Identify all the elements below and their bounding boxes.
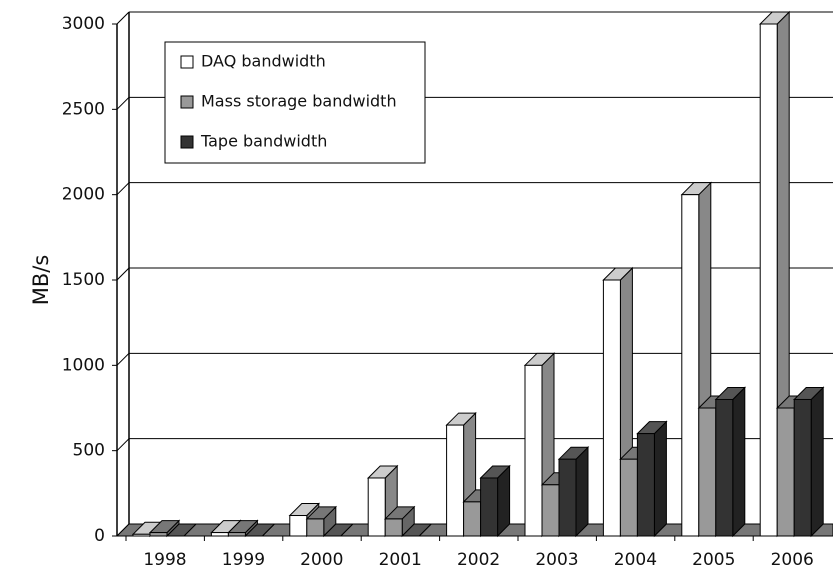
legend-swatch [180, 55, 194, 69]
bar [463, 501, 482, 537]
bar [558, 458, 577, 537]
grid-line [116, 11, 130, 25]
bar [227, 532, 246, 537]
bar-side [810, 386, 824, 538]
x-tick-label: 2006 [771, 550, 814, 570]
grid-line [116, 267, 130, 281]
x-tick-label: 2003 [535, 550, 578, 570]
bar [776, 407, 795, 537]
bar-side [732, 386, 746, 538]
bar [480, 477, 499, 537]
bar [602, 279, 621, 537]
legend-swatch [180, 95, 194, 109]
bar [524, 364, 543, 537]
bar [367, 477, 386, 537]
bar-top [322, 523, 355, 537]
x-tick-label: 1999 [222, 550, 265, 570]
bar [306, 518, 325, 537]
bar [759, 23, 778, 537]
bar-top [165, 523, 198, 537]
legend-box [164, 41, 426, 164]
y-tick-label: 1000 [62, 355, 105, 375]
grid-line [116, 352, 130, 366]
bar [149, 532, 168, 537]
x-tick-label: 2002 [457, 550, 500, 570]
y-tick-label: 500 [73, 441, 105, 461]
bar [681, 194, 700, 537]
y-tick-label: 2000 [62, 185, 105, 205]
grid-line [116, 438, 130, 452]
bar-side [653, 420, 667, 538]
bar [132, 533, 151, 537]
bar-top [244, 523, 276, 537]
bar [636, 433, 655, 537]
legend-swatch [180, 135, 194, 149]
bar [541, 484, 560, 537]
bar [289, 515, 308, 537]
bar [715, 398, 734, 537]
y-tick-label: 1500 [62, 270, 105, 290]
bar-side [575, 445, 589, 538]
bar [619, 458, 638, 537]
bar [446, 424, 465, 537]
grid-line [116, 96, 130, 110]
x-tick-label: 2000 [300, 550, 343, 570]
y-axis-title: MB/s [29, 255, 53, 306]
x-tick-label: 2004 [614, 550, 657, 570]
legend-label: DAQ bandwidth [201, 52, 326, 71]
bar [698, 407, 717, 537]
y-tick-label: 2500 [62, 99, 105, 119]
x-tick-label: 2005 [692, 550, 735, 570]
legend-label: Mass storage bandwidth [201, 92, 397, 111]
bar-top [400, 523, 433, 537]
y-tick-label: 0 [94, 526, 105, 546]
bar [210, 532, 229, 537]
legend-label: Tape bandwidth [200, 132, 327, 151]
x-tick-label: 1998 [143, 550, 186, 570]
bar [384, 518, 403, 537]
x-tick-label: 2001 [379, 550, 422, 570]
bar [793, 398, 812, 537]
grid-line [116, 182, 130, 196]
y-tick-label: 3000 [62, 14, 105, 34]
